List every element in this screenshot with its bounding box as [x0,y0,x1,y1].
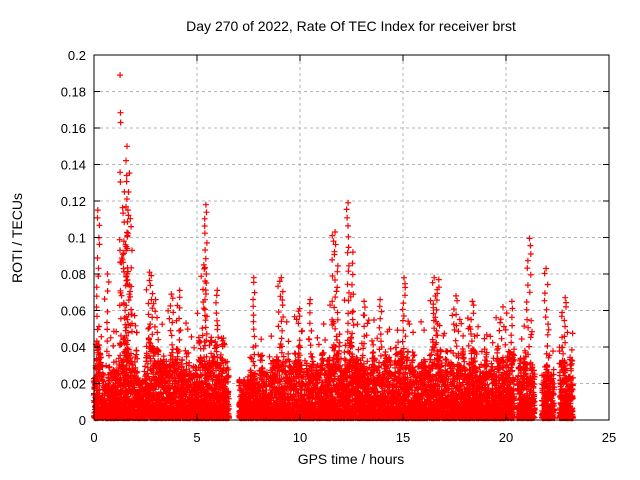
y-tick-label: 0.1 [68,231,86,246]
chart-title: Day 270 of 2022, Rate Of TEC Index for r… [186,18,516,34]
y-tick-label: 0.16 [61,121,86,136]
y-tick-label: 0.06 [61,304,86,319]
x-tick-label: 0 [90,430,97,445]
y-tick-label: 0.2 [68,48,86,63]
y-tick-label: 0.14 [61,158,86,173]
y-tick-label: 0.18 [61,85,86,100]
data-points-layer [90,72,576,422]
x-tick-label: 15 [396,430,410,445]
y-tick-label: 0.12 [61,194,86,209]
x-tick-label: 5 [193,430,200,445]
x-tick-label: 20 [499,430,513,445]
y-tick-label: 0.02 [61,377,86,392]
y-tick-label: 0.08 [61,267,86,282]
x-axis-label: GPS time / hours [298,451,405,467]
y-tick-label: 0.04 [61,340,86,355]
scatter-points [90,72,576,422]
plot-frame [93,54,610,421]
y-axis-label: ROTI / TECUs [9,193,25,283]
x-tick-label: 25 [602,430,616,445]
axis-layer: 0 5 10 15 20 25 0 0.02 0.04 0.06 0.08 0.1 0.12 0.14 0.… [61,48,617,445]
x-tick-label: 10 [293,430,307,445]
y-tick-label: 0 [79,413,86,428]
